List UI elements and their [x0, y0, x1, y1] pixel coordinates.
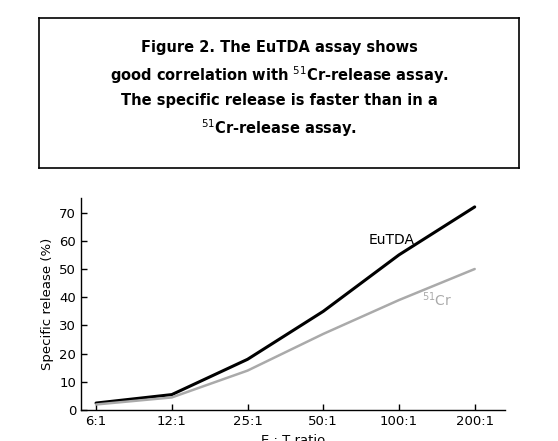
Text: EuTDA: EuTDA — [369, 232, 415, 247]
X-axis label: E : T ratio: E : T ratio — [261, 434, 325, 441]
Y-axis label: Specific release (%): Specific release (%) — [41, 238, 54, 370]
Text: Figure 2. The EuTDA assay shows
good correlation with $^{51}$Cr-release assay.
T: Figure 2. The EuTDA assay shows good cor… — [109, 41, 449, 139]
Text: $^{51}$Cr: $^{51}$Cr — [422, 290, 452, 309]
